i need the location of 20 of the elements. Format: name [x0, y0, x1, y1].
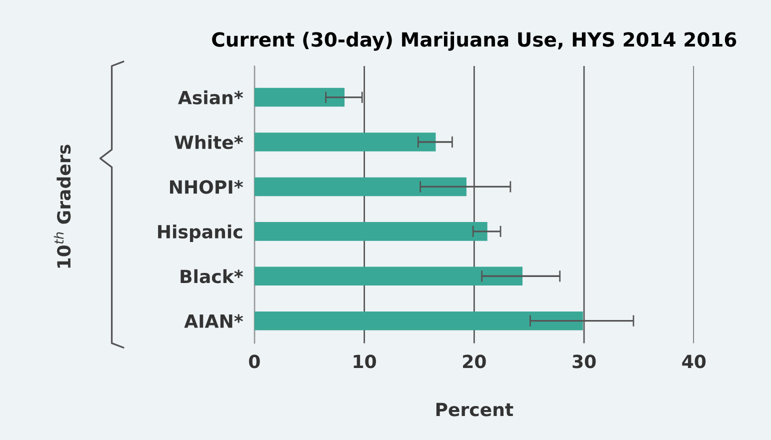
chart-title: Current (30-day) Marijuana Use, HYS 2014 2016: [212, 32, 736, 51]
bar: [254, 266, 523, 286]
x-tick-label: 40: [682, 354, 706, 368]
bar: [254, 222, 488, 241]
y-axis-title: 10$^{th}$ Graders: [54, 144, 71, 268]
x-axis-title: Percent: [436, 402, 514, 416]
x-tick-label: 0: [249, 354, 260, 368]
y-tick-label: AIAN*: [184, 314, 243, 328]
x-tick-label: 30: [572, 354, 596, 368]
x-tick-label: 20: [463, 354, 486, 368]
y-tick-label: White*: [174, 135, 243, 150]
bar: [254, 132, 436, 152]
bar: [254, 311, 583, 330]
y-tick-label: Asian*: [178, 90, 243, 104]
y-tick-label: Black*: [180, 269, 243, 284]
y-tick-label: Hispanic: [158, 224, 242, 242]
bar: [254, 88, 345, 107]
y-tick-label: NHOPI*: [170, 180, 243, 194]
bar: [254, 177, 466, 196]
x-tick-label: 10: [354, 354, 376, 368]
